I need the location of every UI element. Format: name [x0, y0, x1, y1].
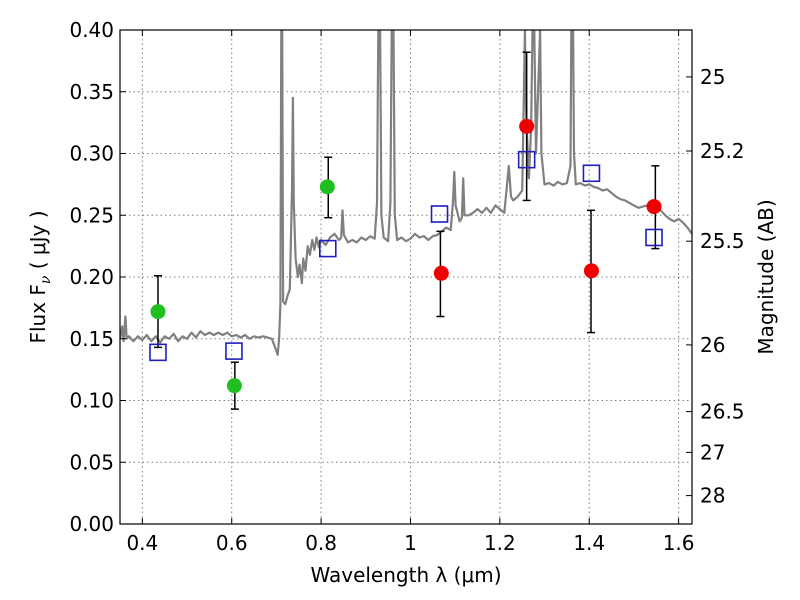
x-axis-label: Wavelength λ (μm) [310, 563, 501, 587]
y-tick-label: 0.00 [69, 512, 114, 536]
x-tick-label: 0.4 [126, 531, 158, 555]
photometry-point [646, 199, 662, 215]
y-tick-label: 0.35 [69, 80, 114, 104]
y-tick-label: 0.05 [69, 450, 114, 474]
model-square-marker [225, 342, 243, 360]
right-tick-label: 25.5 [700, 229, 745, 253]
model-square-marker [582, 164, 601, 183]
photometry-point [150, 304, 166, 320]
right-tick-label: 25 [700, 65, 725, 89]
right-tick-label: 26 [700, 333, 725, 357]
photometry-point [226, 378, 242, 394]
y-axis-label-left: Flux Fν ( μJy ) [26, 210, 54, 343]
photometry-point [433, 265, 449, 281]
model-square-marker [318, 239, 337, 258]
spectrum-line [120, 30, 692, 356]
y-tick-label: 0.30 [69, 142, 114, 166]
y-tick-label: 0.25 [69, 203, 114, 227]
x-tick-label: 0.6 [216, 531, 248, 555]
model-square-marker [430, 205, 449, 223]
x-tick-label: 1 [404, 531, 417, 555]
model-square-marker [645, 228, 663, 247]
x-tick-label: 1.4 [573, 531, 605, 555]
y-tick-label: 0.20 [69, 265, 114, 289]
photometry-point [583, 263, 599, 279]
right-tick-label: 28 [700, 484, 725, 508]
plot-content [120, 30, 692, 410]
photometry-point [519, 118, 535, 134]
model-square-marker [517, 150, 536, 169]
x-tick-label: 1.2 [484, 531, 516, 555]
photometry-point [319, 179, 335, 195]
y-axis-label-right: Magnitude (AB) [754, 199, 778, 354]
y-tick-label: 0.15 [69, 327, 114, 351]
x-tick-label: 0.8 [305, 531, 337, 555]
right-tick-label: 26.5 [700, 400, 745, 424]
ticks: 0.4 0.6 0.8 1 1.2 1.4 1.6 0.00 0.05 0.10 0.15 0.20 0… [69, 18, 744, 555]
right-tick-label: 27 [700, 440, 725, 464]
y-tick-label: 0.10 [69, 389, 114, 413]
right-tick-label: 25.2 [700, 139, 745, 163]
model-square-marker [149, 343, 167, 362]
y-tick-label: 0.40 [69, 18, 114, 42]
x-tick-label: 1.6 [663, 531, 695, 555]
